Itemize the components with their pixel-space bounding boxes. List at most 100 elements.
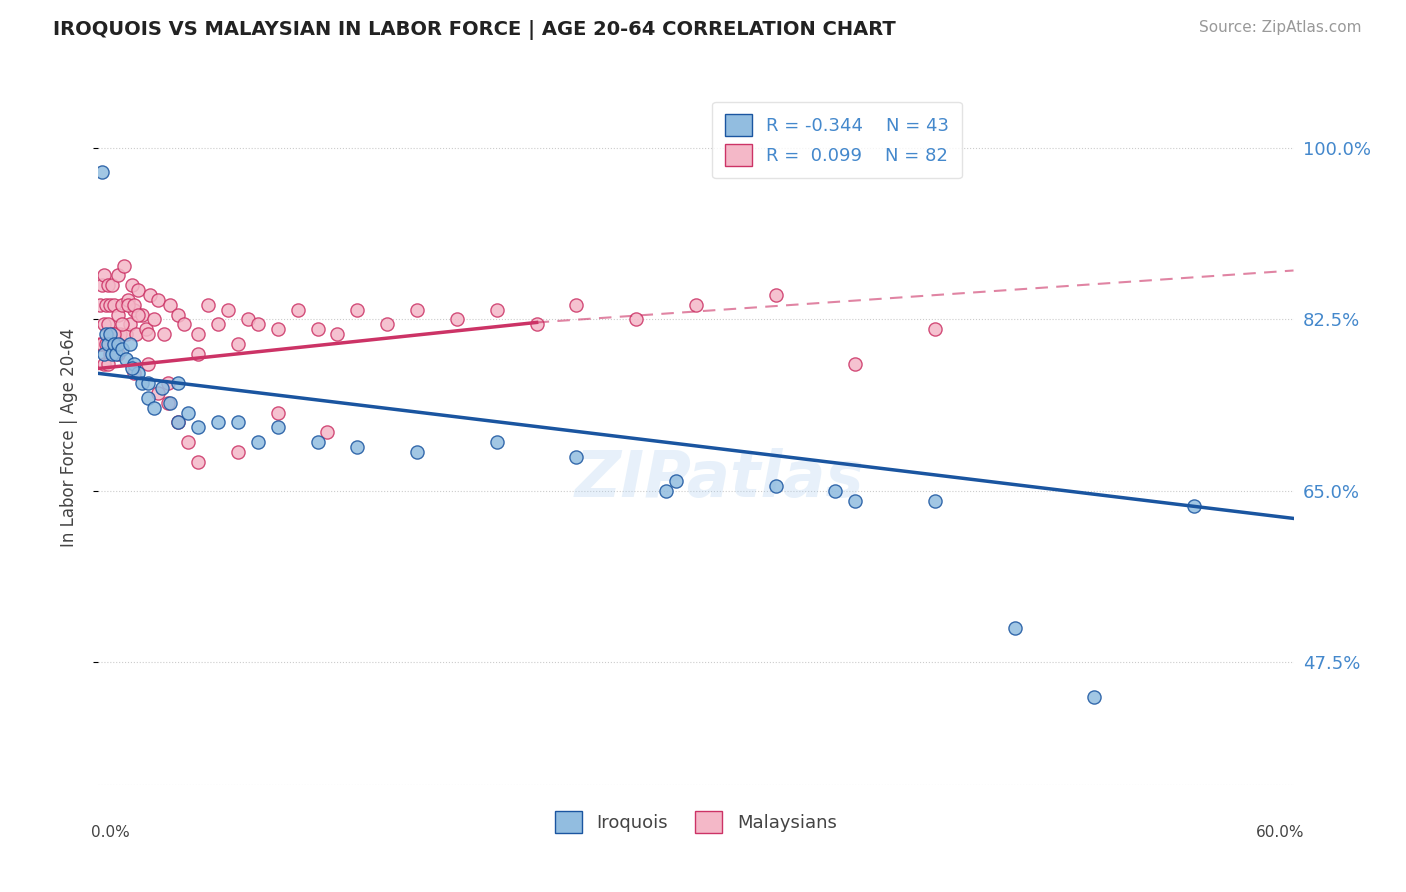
Point xyxy=(91,278,114,293)
Point xyxy=(93,268,115,283)
Point xyxy=(107,337,129,351)
Point xyxy=(97,357,120,371)
Point xyxy=(125,327,148,342)
Point xyxy=(110,327,132,342)
Text: ZIPatlas: ZIPatlas xyxy=(575,448,865,510)
Point xyxy=(96,298,118,312)
Point xyxy=(127,367,149,381)
Point xyxy=(177,406,200,420)
Point xyxy=(124,357,146,371)
Point xyxy=(115,351,138,366)
Point xyxy=(103,327,125,342)
Point xyxy=(375,318,398,332)
Point xyxy=(124,298,146,312)
Point xyxy=(89,337,111,351)
Point xyxy=(159,396,181,410)
Point xyxy=(117,293,139,307)
Point xyxy=(101,327,124,342)
Point xyxy=(177,434,200,449)
Point xyxy=(187,347,209,361)
Point xyxy=(187,454,209,468)
Point xyxy=(226,416,249,430)
Point xyxy=(93,357,115,371)
Point xyxy=(287,302,309,317)
Point xyxy=(226,444,249,458)
Point xyxy=(96,327,118,342)
Point xyxy=(157,376,180,391)
Point xyxy=(107,308,129,322)
Point xyxy=(91,165,114,179)
Point xyxy=(326,327,349,342)
Y-axis label: In Labor Force | Age 20-64: In Labor Force | Age 20-64 xyxy=(59,327,77,547)
Text: Source: ZipAtlas.com: Source: ZipAtlas.com xyxy=(1198,20,1361,35)
Point xyxy=(136,376,159,391)
Point xyxy=(143,312,166,326)
Point xyxy=(127,283,149,297)
Point xyxy=(89,298,111,312)
Point xyxy=(187,327,209,342)
Point xyxy=(267,322,290,336)
Point xyxy=(485,434,508,449)
Point xyxy=(236,312,259,326)
Point xyxy=(150,381,173,395)
Point xyxy=(105,327,128,342)
Point xyxy=(267,406,290,420)
Point xyxy=(844,357,866,371)
Point xyxy=(565,450,588,464)
Point xyxy=(93,318,115,332)
Point xyxy=(136,391,159,405)
Point xyxy=(626,312,648,326)
Point xyxy=(207,416,229,430)
Point xyxy=(153,327,176,342)
Point xyxy=(97,278,120,293)
Point xyxy=(207,318,229,332)
Point xyxy=(136,327,159,342)
Point xyxy=(173,318,195,332)
Point xyxy=(1182,499,1205,513)
Point xyxy=(267,420,290,434)
Point xyxy=(655,483,678,498)
Point xyxy=(685,298,707,312)
Point xyxy=(307,322,329,336)
Point xyxy=(131,376,153,391)
Point xyxy=(101,278,124,293)
Point xyxy=(112,259,135,273)
Point xyxy=(103,337,125,351)
Point xyxy=(120,318,142,332)
Point xyxy=(167,308,190,322)
Point xyxy=(121,278,143,293)
Point xyxy=(246,434,269,449)
Point xyxy=(148,293,170,307)
Point xyxy=(307,434,329,449)
Point xyxy=(316,425,339,440)
Point xyxy=(135,322,157,336)
Point xyxy=(246,318,269,332)
Point xyxy=(103,337,125,351)
Point xyxy=(924,322,946,336)
Point xyxy=(136,357,159,371)
Point xyxy=(824,483,846,498)
Point xyxy=(187,420,209,434)
Point xyxy=(107,347,129,361)
Point xyxy=(91,337,114,351)
Text: 0.0%: 0.0% xyxy=(91,825,131,840)
Point xyxy=(98,347,122,361)
Point xyxy=(111,318,134,332)
Point xyxy=(93,347,115,361)
Point xyxy=(117,298,139,312)
Point xyxy=(924,493,946,508)
Point xyxy=(226,337,249,351)
Point xyxy=(105,347,128,361)
Point xyxy=(167,416,190,430)
Point xyxy=(131,308,153,322)
Point xyxy=(1083,690,1105,704)
Point xyxy=(159,298,181,312)
Point xyxy=(346,440,368,454)
Point xyxy=(124,302,146,317)
Point xyxy=(97,318,120,332)
Point xyxy=(107,268,129,283)
Point xyxy=(97,337,120,351)
Point xyxy=(111,298,134,312)
Point xyxy=(217,302,239,317)
Point xyxy=(446,312,468,326)
